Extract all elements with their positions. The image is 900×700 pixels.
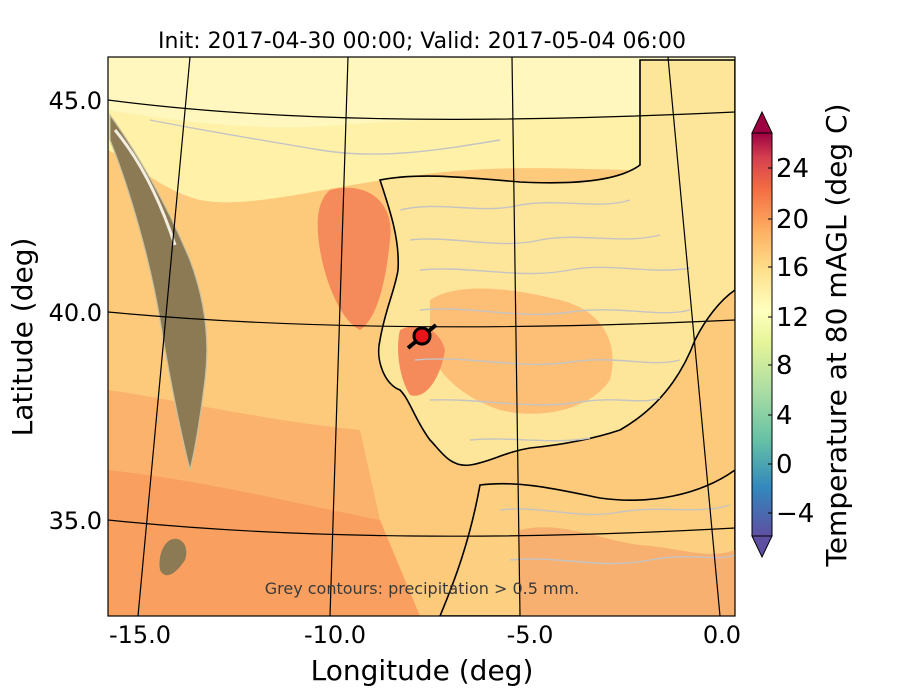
y-tick-labels: 45.0 40.0 35.0 bbox=[49, 87, 102, 535]
y-axis-label: Latitude (deg) bbox=[6, 238, 39, 437]
x-tick-labels: -15.0 -10.0 -5.0 0.0 bbox=[109, 621, 741, 649]
colorbar-tick-label: 12 bbox=[776, 303, 809, 333]
y-tick-label: 40.0 bbox=[49, 299, 102, 327]
colorbar-extend-min bbox=[751, 535, 773, 559]
x-tick-label: -5.0 bbox=[507, 621, 554, 649]
x-tick-label: -10.0 bbox=[304, 621, 366, 649]
colorbar-extend-max bbox=[751, 110, 773, 134]
colorbar-tick-label: 8 bbox=[776, 351, 793, 381]
figure-title: Init: 2017-04-30 00:00; Valid: 2017-05-0… bbox=[158, 29, 686, 54]
colorbar-tick-label: 4 bbox=[776, 401, 793, 431]
colorbar-tick-label: 24 bbox=[776, 154, 809, 184]
map-area: Grey contours: precipitation > 0.5 mm. bbox=[108, 57, 735, 616]
map-frame bbox=[107, 56, 736, 617]
precip-annotation: Grey contours: precipitation > 0.5 mm. bbox=[265, 579, 580, 598]
colorbar-tick-label: 16 bbox=[776, 253, 809, 283]
y-tick-label: 35.0 bbox=[49, 507, 102, 535]
colorbar-label: Temperature at 80 mAGL (deg C) bbox=[820, 103, 853, 567]
x-tick-label: 0.0 bbox=[703, 621, 741, 649]
colorbar-tick-label: 0 bbox=[776, 450, 793, 480]
x-axis-label: Longitude (deg) bbox=[311, 654, 534, 687]
colorbar-tick-label: −4 bbox=[776, 499, 814, 529]
colorbar: 24 20 16 12 8 4 0 −4 Temperature at 80 m… bbox=[751, 103, 853, 568]
x-tick-label: -15.0 bbox=[109, 621, 171, 649]
location-marker bbox=[412, 326, 432, 346]
y-tick-label: 45.0 bbox=[49, 87, 102, 115]
colorbar-tick-label: 20 bbox=[776, 205, 809, 235]
